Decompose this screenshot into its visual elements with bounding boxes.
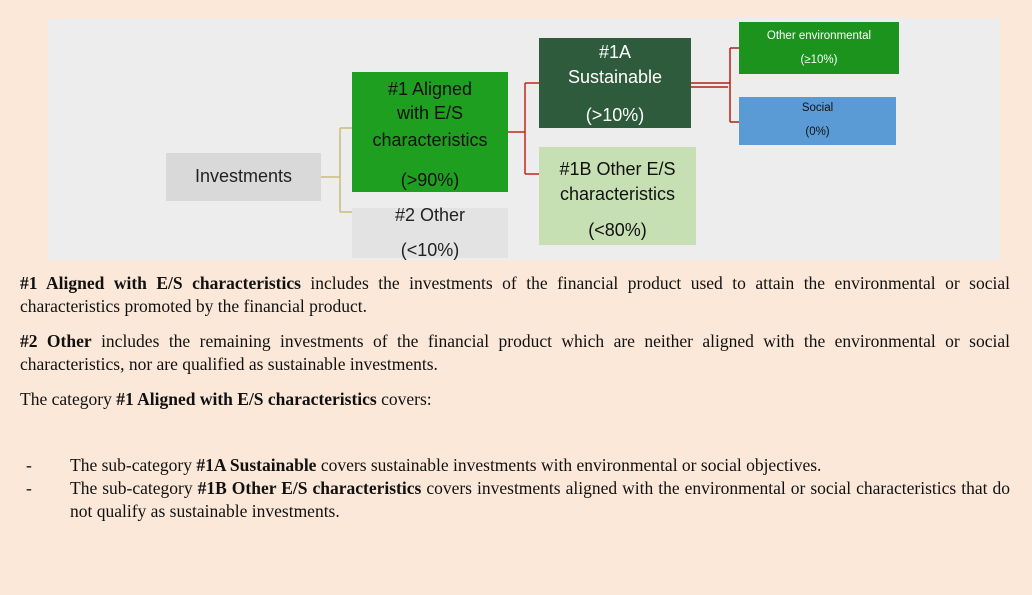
node-label: (<10%): [401, 240, 460, 260]
node-box: [352, 72, 508, 192]
node-label: #1B Other E/S: [559, 159, 675, 179]
node-box: [739, 22, 899, 74]
text: The sub-category: [70, 455, 197, 475]
node-box: [539, 147, 696, 245]
node-label: (≥10%): [801, 54, 838, 66]
text: The sub-category: [70, 478, 198, 498]
node-box: [739, 97, 896, 145]
text: covers investments aligned with the envi…: [70, 478, 1010, 521]
bullet-text: The sub-category #1B Other E/S character…: [70, 477, 1010, 523]
paragraph: #2 Other includes the remaining investme…: [20, 330, 1010, 376]
node-label: Sustainable: [568, 67, 662, 87]
bullet-marker: -: [26, 455, 32, 475]
paragraph: The category #1 Aligned with E/S charact…: [20, 388, 1010, 411]
bullet-item: - The sub-category #1A Sustainable covers…: [20, 454, 1010, 477]
node-label: characteristics: [560, 184, 675, 204]
text: includes the investments of the financia…: [20, 273, 1010, 316]
bullet-item: - The sub-category #1B Other E/S characte…: [20, 477, 1010, 523]
spacer: [20, 423, 1010, 454]
bold-text: #1 Aligned with E/S characteristics: [116, 389, 377, 409]
text: covers sustainable investments with envi…: [316, 455, 822, 475]
bullet-text: The sub-category #1A Sustainable covers …: [70, 454, 821, 477]
node-box: [352, 208, 508, 258]
node-label: Social: [802, 102, 833, 114]
connector: [691, 47, 739, 123]
node-box: [166, 153, 321, 201]
bold-text: #2 Other: [20, 331, 92, 351]
text: covers:: [376, 389, 432, 409]
node-label: with E/S: [396, 103, 463, 123]
node-label: #1A: [599, 42, 631, 62]
bold-text: #1B Other E/S characteristics: [197, 478, 422, 498]
connectors: [321, 47, 739, 213]
bold-text: #1 Aligned with E/S characteristics: [20, 273, 301, 293]
bold-text: #1A Sustainable: [196, 455, 317, 475]
node-label: Other environmental: [767, 30, 871, 42]
connector: [508, 82, 539, 175]
text: The category: [20, 389, 117, 409]
text: includes the remaining investments of th…: [20, 331, 1010, 374]
text-body: #1 Aligned with E/S characteristics incl…: [20, 272, 1010, 523]
bullet-marker: -: [26, 478, 32, 498]
connector: [321, 127, 352, 213]
paragraph: #1 Aligned with E/S characteristics incl…: [20, 272, 1010, 318]
node-label: (0%): [805, 126, 829, 138]
node-label: #2 Other: [395, 205, 465, 225]
diagram: Investments #1 Aligned with E/S characteris…: [48, 18, 1000, 260]
node-label: (>90%): [401, 170, 460, 190]
node-label: (<80%): [588, 220, 647, 240]
node-label: characteristics: [372, 130, 487, 150]
node-box: [539, 38, 691, 128]
node-label: #1 Aligned: [388, 79, 472, 99]
node-label: Investments: [195, 166, 292, 186]
node-label: (>10%): [586, 105, 645, 125]
